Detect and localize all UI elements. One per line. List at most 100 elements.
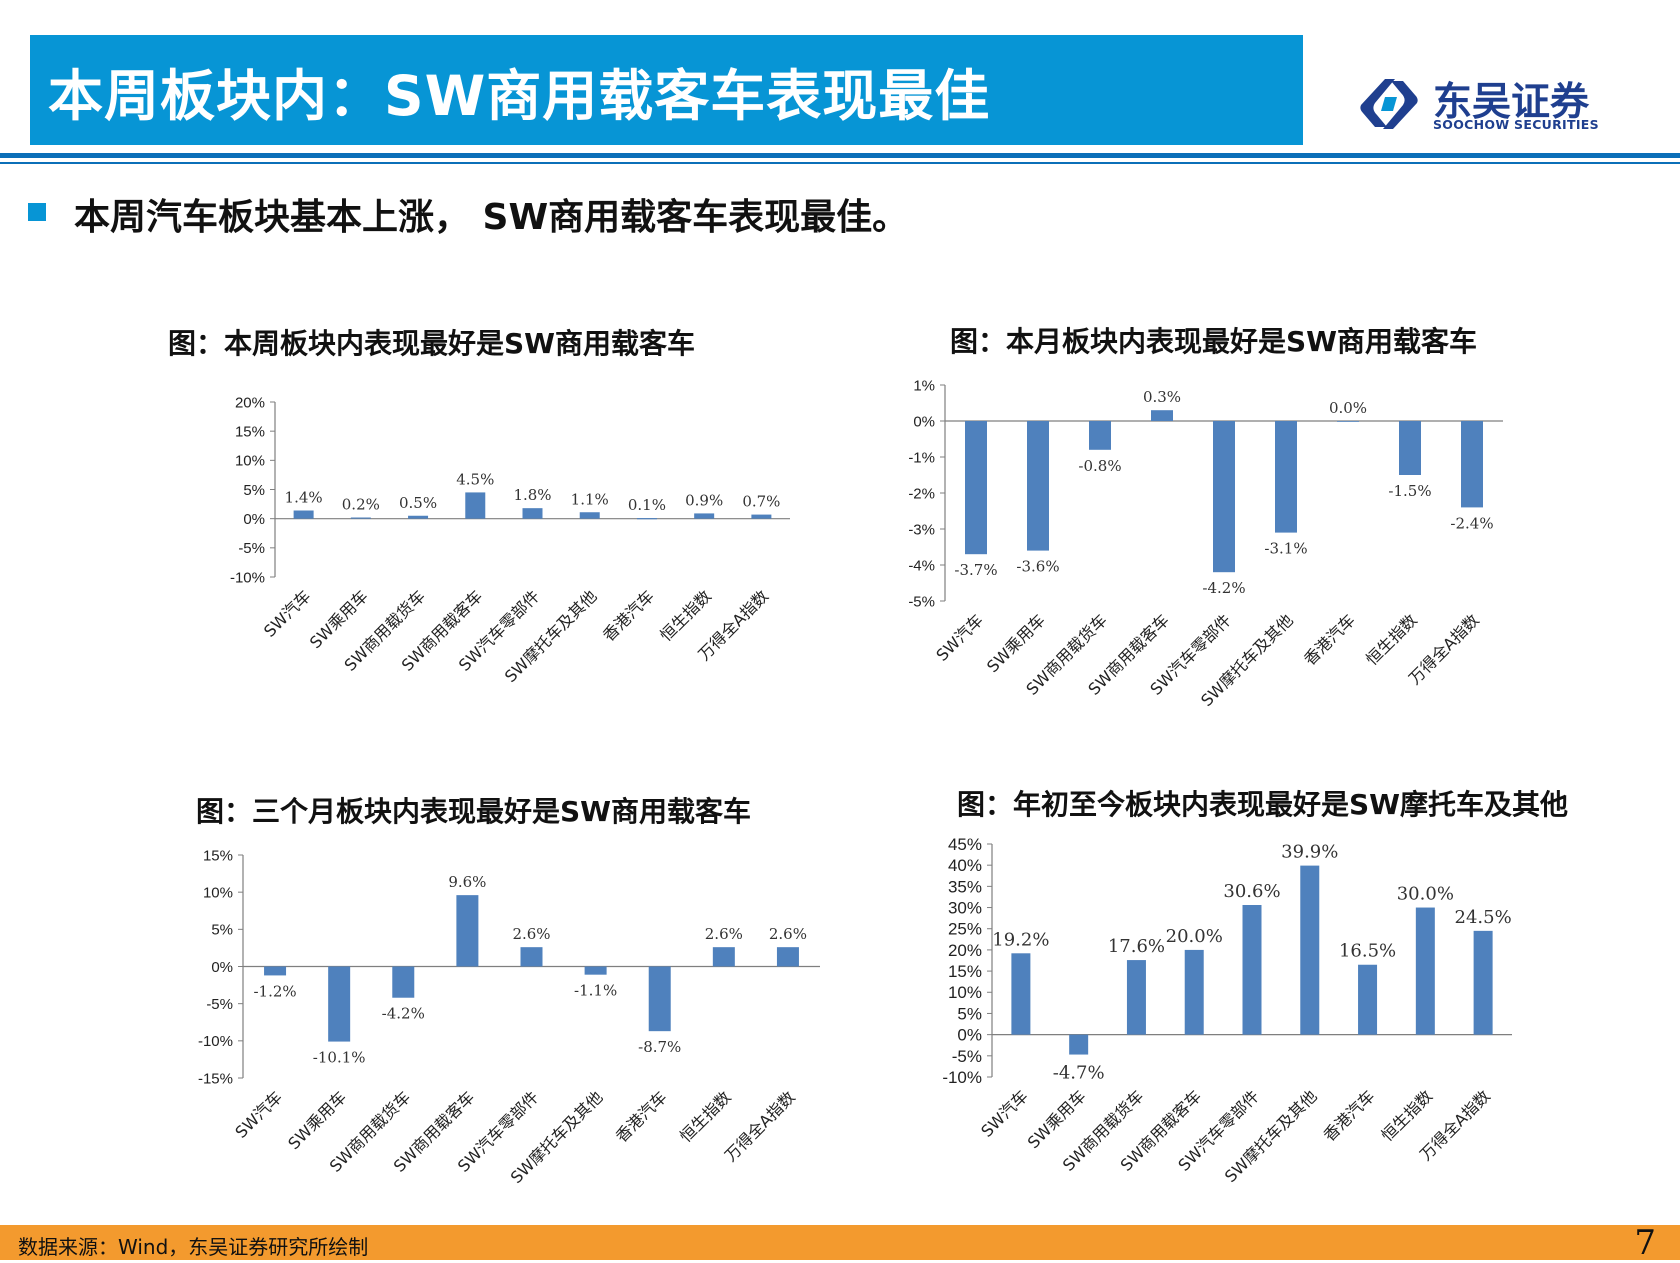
- chart-1-bar: [522, 508, 543, 519]
- chart-3-bar: [520, 947, 543, 967]
- chart-2-bar: [1337, 421, 1359, 422]
- chart-1-bar: [465, 492, 486, 519]
- chart-2-bar: [1151, 410, 1173, 421]
- chart-2-y-tick-label: -3%: [908, 521, 935, 538]
- title-bar: 本周板块内：SW商用载客车表现最佳: [30, 35, 1303, 145]
- chart-2-title: 图：本月板块内表现最好是SW商用载客车: [950, 325, 1478, 358]
- chart-2-bar: [1275, 421, 1297, 533]
- chart-3-bar: [584, 966, 607, 975]
- footer-bar: 数据来源：Wind，东吴证券研究所绘制 7: [0, 1223, 1680, 1263]
- chart-3-y-tick-label: 0%: [211, 959, 233, 976]
- chart-2-data-label: -3.7%: [954, 561, 997, 579]
- chart-1-bar: [579, 512, 600, 519]
- chart-1-data-label: 0.7%: [742, 493, 780, 511]
- chart-2-data-label: -1.5%: [1388, 482, 1431, 500]
- chart-3-category-label: 香港汽车: [612, 1087, 671, 1146]
- summary-bullet: 本周汽车板块基本上涨， SW商用载客车表现最佳。: [74, 197, 909, 238]
- chart-1-data-label: 1.4%: [285, 489, 323, 507]
- chart-4-y-tick-label: -10%: [942, 1068, 982, 1087]
- logo-mark-icon: [1360, 79, 1418, 129]
- chart-3-title: 图：三个月板块内表现最好是SW商用载客车: [196, 795, 752, 828]
- chart-1-y-tick-label: 15%: [235, 423, 265, 440]
- chart-3-y-tick-label: -5%: [206, 996, 233, 1013]
- chart-1-category-label: 恒生指数: [656, 586, 715, 645]
- chart-4-category-label: SW汽车: [977, 1086, 1031, 1140]
- chart-3-category-label: SW乘用车: [284, 1087, 350, 1153]
- chart-1-data-label: 0.2%: [342, 496, 380, 514]
- chart-4-y-tick-label: 25%: [948, 920, 982, 939]
- chart-2-data-label: -3.1%: [1264, 540, 1307, 558]
- chart-4-y-tick-label: 10%: [948, 983, 982, 1002]
- chart-1-bar: [293, 510, 314, 519]
- header-divider-thin: [0, 162, 1680, 164]
- chart-2-bar: [965, 421, 987, 555]
- chart-4-data-label: 30.6%: [1223, 881, 1280, 902]
- chart-1-data-label: 1.8%: [513, 486, 551, 504]
- chart-4-y-tick-label: 20%: [948, 941, 982, 960]
- chart-2-bar: [1213, 421, 1235, 573]
- chart-3-data-label: -1.1%: [574, 982, 617, 1000]
- chart-4-bar: [1069, 1034, 1089, 1055]
- chart-4-y-tick-label: -5%: [952, 1047, 982, 1066]
- chart-3-data-label: -8.7%: [638, 1038, 681, 1056]
- chart-4-bar: [1415, 907, 1435, 1035]
- chart-1-y-tick-label: -10%: [230, 569, 265, 586]
- chart-4-bar: [1473, 930, 1493, 1035]
- chart-4-y-tick-label: 45%: [948, 835, 982, 854]
- chart-1-y-tick-label: 5%: [243, 482, 265, 499]
- chart-2-category-label: 香港汽车: [1300, 610, 1359, 669]
- chart-4-bar: [1011, 953, 1031, 1035]
- chart-2-y-tick-label: -2%: [908, 485, 935, 502]
- page-number: 7: [1634, 1223, 1656, 1263]
- chart-2-y-tick-label: 1%: [913, 377, 935, 394]
- chart-1-data-label: 0.9%: [685, 491, 723, 509]
- chart-1-bar: [751, 514, 772, 519]
- chart-3-bar: [328, 966, 351, 1042]
- chart-3-bar: [712, 947, 735, 967]
- chart-3-bar: [776, 947, 799, 967]
- chart-3-y-tick-label: 15%: [203, 847, 233, 864]
- chart-4-y-tick-label: 35%: [948, 877, 982, 896]
- chart-2-data-label: 0.3%: [1143, 388, 1181, 406]
- chart-2-bar: [1461, 421, 1483, 508]
- chart-3-data-label: -1.2%: [253, 982, 296, 1000]
- chart-4-data-label: 24.5%: [1455, 907, 1512, 928]
- chart-4-data-label: 30.0%: [1397, 884, 1454, 905]
- chart-4-y-tick-label: 30%: [948, 898, 982, 917]
- chart-1-y-tick-label: -5%: [238, 540, 265, 557]
- chart-3-y-tick-label: 5%: [211, 922, 233, 939]
- chart-3-bar: [648, 966, 671, 1032]
- chart-4-bar: [1300, 865, 1320, 1035]
- chart-4-y-tick-label: 0%: [957, 1026, 982, 1045]
- chart-3-data-label: 9.6%: [448, 873, 486, 891]
- data-source: 数据来源：Wind，东吴证券研究所绘制: [18, 1235, 369, 1259]
- chart-2-category-label: SW乘用车: [983, 610, 1049, 676]
- chart-2-bar: [1399, 421, 1421, 475]
- chart-2-y-tick-label: 0%: [913, 413, 935, 430]
- company-logo: 东吴证券 SOOCHOW SECURITIES: [1355, 75, 1615, 135]
- chart-3-data-label: -10.1%: [313, 1049, 366, 1067]
- header-divider: [0, 153, 1680, 158]
- chart-4-y-tick-label: 40%: [948, 856, 982, 875]
- chart-2-data-label: -3.6%: [1016, 558, 1059, 576]
- chart-1-y-tick-label: 10%: [235, 453, 265, 470]
- chart-2-y-tick-label: -5%: [908, 593, 935, 610]
- chart-1-data-label: 0.5%: [399, 494, 437, 512]
- chart-3-bar: [264, 966, 287, 976]
- chart-3-bar: [392, 966, 415, 998]
- chart-4-category-label: 恒生指数: [1377, 1086, 1436, 1145]
- chart-2-data-label: -4.2%: [1202, 579, 1245, 597]
- chart-2-category-label: 恒生指数: [1362, 610, 1421, 669]
- chart-1-bar: [694, 513, 715, 519]
- chart-2-data-label: 0.0%: [1329, 399, 1367, 417]
- chart-1-bar: [636, 518, 657, 520]
- chart-4-category-label: 香港汽车: [1320, 1086, 1379, 1145]
- logo-english-name: SOOCHOW SECURITIES: [1433, 117, 1599, 132]
- chart-4-title: 图：年初至今板块内表现最好是SW摩托车及其他: [957, 788, 1569, 821]
- chart-4-data-label: -4.7%: [1053, 1063, 1105, 1084]
- chart-3-y-tick-label: 10%: [203, 884, 233, 901]
- chart-1-bar: [408, 515, 429, 519]
- chart-3-category-label: 恒生指数: [676, 1087, 735, 1146]
- chart-1-title: 图：本周板块内表现最好是SW商用载客车: [168, 327, 696, 360]
